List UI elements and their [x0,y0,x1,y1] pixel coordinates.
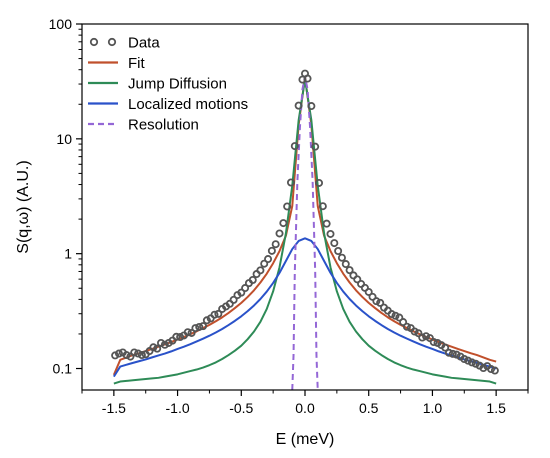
y-tick-label: 0.1 [53,361,73,377]
data-point [387,310,396,319]
data-point [134,349,143,358]
localized-motions-line [113,237,497,378]
legend-label-localized-motions: Localized motions [128,96,248,113]
legend-swatch-data [107,37,117,47]
x-axis-label: E (meV) [276,431,335,448]
data-point [441,343,450,352]
data-point [214,309,223,318]
data-point [460,355,469,364]
data-point [337,253,346,262]
x-tick-label: 0.0 [295,400,315,416]
data-point [391,311,400,320]
data-point [467,358,476,367]
data-point [399,318,408,327]
resolution-line [291,75,319,390]
data-point [202,316,211,325]
legend-label-fit: Fit [128,55,145,72]
data-point [275,229,284,238]
x-tick-label: -1.5 [102,400,126,416]
data-point [114,349,123,358]
data-point [418,333,427,342]
y-axis-label: S(q,ω) (A.U.) [15,160,32,253]
data-point [368,292,377,301]
data-point [260,259,269,268]
data-point [271,240,280,249]
data-point [199,322,208,331]
data-point [160,340,169,349]
data-point [414,329,423,338]
data-point [464,356,473,365]
legend-label-jump-diffusion: Jump Diffusion [128,76,227,93]
data-point [334,247,343,256]
y-tick-label: 100 [49,16,73,32]
data-point [490,366,499,375]
data-point [229,295,238,304]
x-tick-label: -0.5 [229,400,253,416]
data-point [279,219,288,228]
data-point [111,351,120,360]
data-point [330,239,339,248]
data-point [303,74,312,83]
data-point [395,313,404,322]
data-point [241,284,250,293]
y-tick-label: 10 [56,131,72,147]
data-point [376,298,385,307]
data-point [364,287,373,296]
data-point [345,266,354,275]
data-point [353,275,362,284]
data-point [267,246,276,255]
data-point [315,178,324,187]
legend-label-data: Data [128,35,160,52]
data-point [172,332,181,341]
data-point [410,327,419,336]
data-point [341,260,350,269]
data-point [137,351,146,360]
data-point [237,288,246,297]
data-point [130,348,139,357]
data-point [264,255,273,264]
x-tick-label: 0.5 [359,400,379,416]
legend: Data Fit Jump Diffusion Localized motions Re… [88,35,248,134]
data-point [290,142,299,151]
data-point [256,266,265,275]
x-tick-label: 1.0 [423,400,443,416]
data-point [176,333,185,342]
data-point [487,365,496,374]
data-point [294,101,303,110]
data-point [183,328,192,337]
data-point [448,349,457,358]
series-layer [111,69,499,390]
data-point [149,343,158,352]
data-point [372,297,381,306]
data-point [307,102,316,111]
data-point [153,344,162,353]
x-tick-label: -1.0 [166,400,190,416]
axis-layer: -1.5 -1.0 -0.5 0.0 0.5 1.0 1.5 0.1 1 10 100 [49,16,529,416]
data-point [326,229,335,238]
data-point [210,310,219,319]
data-point [122,351,131,360]
data-point [471,359,480,368]
data-point [429,338,438,347]
data-point [195,322,204,331]
y-tick-label: 1 [64,246,72,262]
legend-label-resolution: Resolution [128,117,199,134]
data-point [283,202,292,211]
data-point [311,142,320,151]
data-point [422,332,431,341]
data-point [187,328,196,337]
data-point [157,338,166,347]
data-point [191,324,200,333]
data-point [444,348,453,357]
data-point [286,178,295,187]
data-point [322,219,331,228]
data-point [402,322,411,331]
legend-swatch-data [89,37,99,47]
data-point [248,275,257,284]
data-point [318,202,327,211]
x-tick-label: 1.5 [486,400,506,416]
